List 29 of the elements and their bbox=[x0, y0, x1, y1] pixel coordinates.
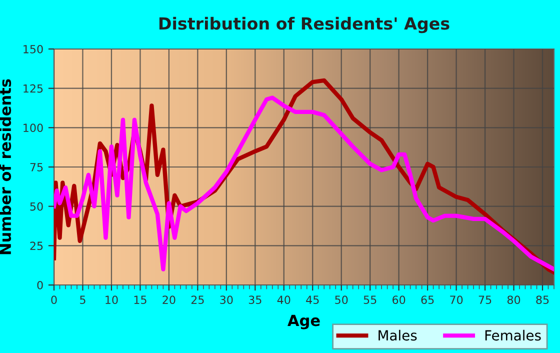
x-tick-label: 5 bbox=[80, 296, 86, 304]
y-tick-label: 75 bbox=[30, 163, 43, 172]
chart-title: Distribution of Residents' Ages bbox=[159, 16, 450, 34]
y-tick-label: 0 bbox=[37, 280, 43, 290]
x-tick-label: 40 bbox=[277, 296, 290, 304]
legend-label: Males bbox=[378, 330, 417, 341]
x-tick-label: 25 bbox=[191, 296, 204, 304]
x-tick-label: 35 bbox=[248, 296, 262, 304]
x-tick-label: 75 bbox=[478, 296, 492, 304]
x-tick-label: 10 bbox=[106, 296, 118, 304]
y-tick-label: 150 bbox=[24, 44, 43, 54]
x-tick-label: 55 bbox=[364, 296, 376, 304]
y-tick-label: 100 bbox=[24, 124, 43, 132]
y-tick-label: 25 bbox=[30, 242, 43, 250]
x-tick-label: 15 bbox=[134, 296, 146, 304]
x-tick-label: 45 bbox=[306, 296, 319, 304]
x-tick-label: 65 bbox=[421, 296, 434, 304]
x-axis-title: Age bbox=[288, 314, 320, 330]
x-tick-label: 0 bbox=[51, 296, 57, 304]
x-tick-label: 60 bbox=[392, 296, 406, 304]
y-tick-label: 50 bbox=[30, 202, 43, 211]
x-tick-label: 50 bbox=[335, 296, 348, 304]
x-tick-label: 30 bbox=[220, 296, 233, 304]
x-tick-label: 20 bbox=[162, 296, 176, 304]
x-tick-label: 80 bbox=[507, 296, 520, 304]
x-tick-label: 70 bbox=[450, 296, 463, 304]
x-tick-label: 85 bbox=[536, 296, 549, 304]
y-tick-label: 125 bbox=[24, 84, 43, 93]
legend-label: Females bbox=[485, 330, 541, 341]
